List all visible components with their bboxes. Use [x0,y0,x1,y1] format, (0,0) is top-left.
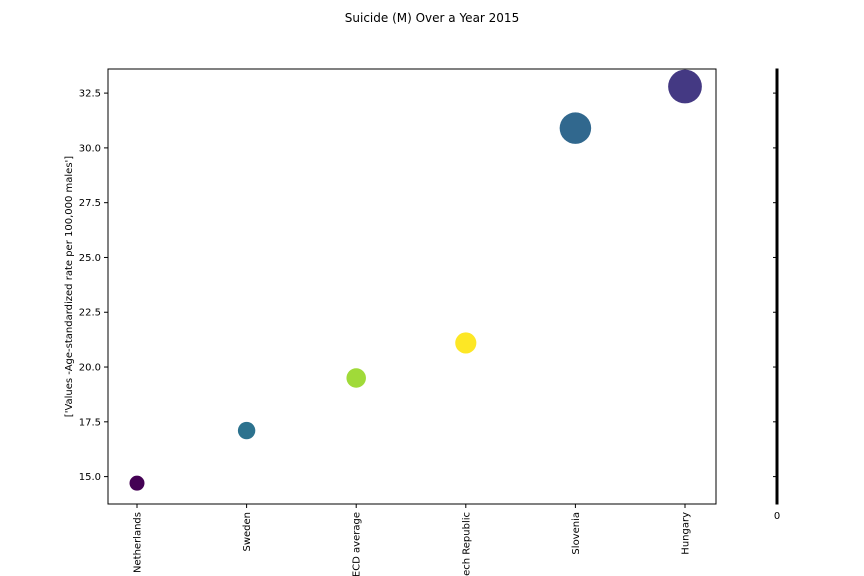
y-axis: 15.0 17.5 20.0 22.5 25.0 27.5 30.0 32.5 [79,89,108,483]
colorbar-tick-label: 0 [774,511,780,522]
y-tick-label: 15.0 [79,472,101,483]
y-tick-label: 27.5 [79,198,101,209]
x-axis: Netherlands Sweden OECD average Czech Repub… [133,504,692,576]
data-point [559,112,592,144]
y-tick-label: 32.5 [79,89,101,100]
y-tick-label: 25.0 [79,253,101,264]
colorbar: 0 [773,68,780,522]
data-point [237,421,256,440]
y-tick-label: 17.5 [79,417,101,428]
data-points [129,69,702,491]
data-point [346,368,366,388]
x-tick-label: Czech Republic [461,512,472,576]
x-tick-label: Slovenia [571,512,582,555]
data-point [455,332,477,354]
y-axis-label: ['Values -Age-standardized rate per 100,… [64,156,75,417]
plot-frame [107,68,717,505]
x-tick-label: OECD average [352,512,363,576]
data-point [129,475,145,491]
y-tick-label: 30.0 [79,143,101,154]
y-tick-label: 20.0 [79,363,101,374]
x-tick-label: Hungary [681,512,692,555]
x-tick-label: Sweden [242,512,253,552]
colorbar-ticks [773,92,776,478]
x-tick-label: Netherlands [133,512,144,573]
y-tick-label: 22.5 [79,308,101,319]
chart-title: Suicide (M) Over a Year 2015 [345,11,519,25]
data-point [668,69,702,104]
